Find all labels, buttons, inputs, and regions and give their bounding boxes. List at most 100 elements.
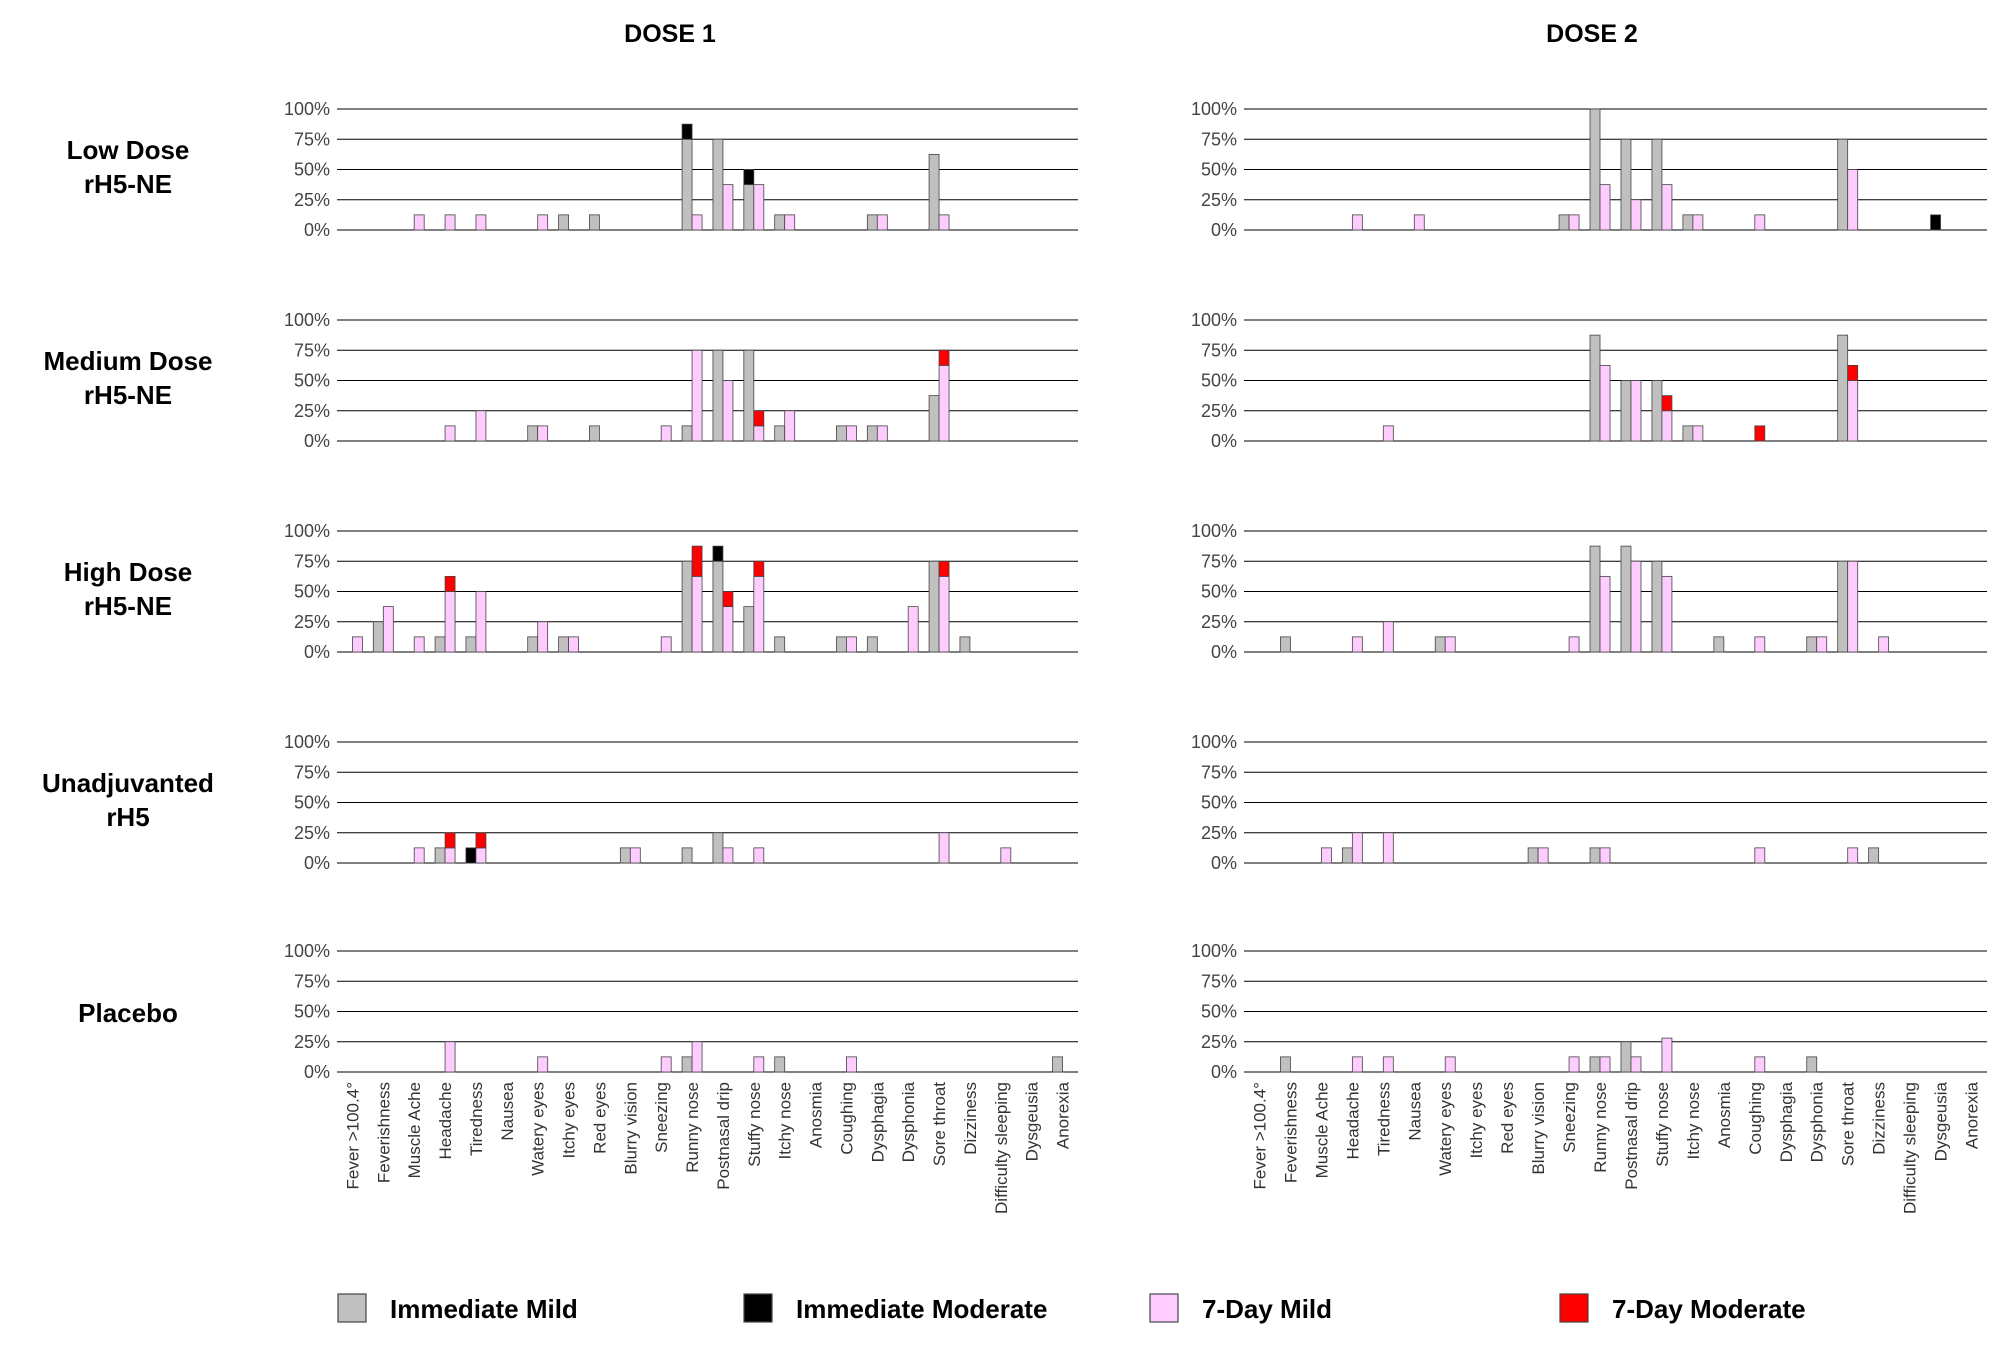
- y-tick-label: 0%: [1211, 220, 1237, 240]
- y-tick-label: 75%: [294, 129, 330, 149]
- x-category-label: Itchy eyes: [560, 1082, 579, 1159]
- bar-7-day-mild: [1382, 832, 1394, 864]
- bar-7-day-mild: [1816, 636, 1828, 653]
- x-category-label: Dizziness: [1870, 1082, 1889, 1155]
- y-tick-label: 100%: [284, 941, 330, 961]
- bar-7-day-mild: [1599, 184, 1611, 231]
- bar-7-day-mild: [1568, 636, 1580, 653]
- bar-7-day-mild: [1599, 364, 1611, 442]
- x-category-label: Tiredness: [1374, 1082, 1393, 1156]
- bar-7-day-mild: [753, 1056, 765, 1073]
- bar-immediate-mild: [1868, 847, 1880, 864]
- bar-immediate-mild: [712, 138, 724, 231]
- bar-immediate-moderate: [712, 545, 724, 562]
- bar-7-day-moderate: [753, 560, 765, 577]
- bar-immediate-mild: [681, 425, 693, 442]
- row-label-high-dose: High Dose rH5-NE: [64, 557, 193, 621]
- bar-7-day-mild: [413, 847, 425, 864]
- bar-immediate-mild: [527, 425, 539, 442]
- bar-immediate-mild: [743, 606, 755, 653]
- bar-7-day-mild: [1382, 425, 1394, 442]
- bar-7-day-mild: [1413, 214, 1425, 231]
- y-tick-label: 0%: [304, 431, 330, 451]
- x-category-label: Coughing: [837, 1082, 856, 1155]
- panel-dose-1-placebo: 100% 75% 50% 25% 0% Fever >100.4° Feverishness…: [284, 941, 1078, 1214]
- row-label-low-dose: Low Dose rH5-NE: [67, 135, 190, 199]
- bar-7-day-mild: [1692, 425, 1704, 442]
- row-label-placebo: Placebo: [78, 998, 178, 1028]
- bar-7-day-mild: [938, 832, 950, 864]
- bar-7-day-mild: [846, 1056, 857, 1073]
- bar-immediate-mild: [1713, 636, 1725, 653]
- panel-dose-2-medium-dose-rh5-ne: 100% 75% 50% 25% 0%: [1191, 310, 1987, 451]
- bar-7-day-moderate: [1847, 364, 1859, 381]
- y-tick-label: 50%: [294, 371, 330, 391]
- x-category-label: Sore throat: [1839, 1082, 1858, 1166]
- bar-7-day-mild: [444, 214, 456, 231]
- legend-swatch: [743, 1293, 773, 1323]
- y-tick-label: 50%: [1201, 371, 1237, 391]
- bar-immediate-mild: [743, 184, 755, 231]
- y-tick-label: 75%: [1201, 762, 1237, 782]
- bar-7-day-mild: [1847, 560, 1859, 653]
- y-tick-label: 75%: [1201, 971, 1237, 991]
- row-label-line: rH5-NE: [84, 591, 172, 621]
- bar-immediate-mild: [928, 153, 940, 231]
- bar-7-day-mild: [1537, 847, 1549, 864]
- bar-immediate-mild: [465, 636, 477, 653]
- bar-7-day-moderate: [444, 832, 456, 849]
- y-tick-label: 25%: [294, 190, 330, 210]
- bar-7-day-mild: [691, 349, 703, 442]
- bar-7-day-mild: [1351, 636, 1363, 653]
- legend-item-7-day-mild: 7-Day Mild: [1149, 1293, 1332, 1324]
- bar-7-day-mild: [1351, 832, 1363, 864]
- bar-immediate-mild: [1527, 847, 1539, 864]
- dose-1-title: DOSE 1: [624, 20, 716, 48]
- bar-7-day-mild: [1661, 184, 1673, 231]
- dose-2-title: DOSE 2: [1546, 20, 1638, 48]
- panel-dose-1-unadjuvanted-rh5: 100% 75% 50% 25% 0%: [284, 732, 1078, 873]
- x-category-label: Fever >100.4°: [343, 1082, 362, 1189]
- bar-7-day-moderate: [1661, 395, 1673, 412]
- bar-7-day-moderate: [938, 349, 950, 366]
- y-tick-label: 25%: [1201, 823, 1237, 843]
- bar-7-day-mild: [1754, 214, 1766, 231]
- panel-dose-2-unadjuvanted-rh5: 100% 75% 50% 25% 0%: [1191, 732, 1987, 873]
- bar-immediate-mild: [712, 560, 724, 653]
- bar-7-day-mild: [1382, 621, 1394, 653]
- x-category-label: Feverishness: [1281, 1082, 1300, 1183]
- x-category-label: Anorexia: [1963, 1081, 1982, 1149]
- bar-7-day-mild: [691, 575, 703, 653]
- bar-7-day-mild: [444, 425, 456, 442]
- x-category-label: Postnasal drip: [1622, 1082, 1641, 1190]
- row-label-line: High Dose: [64, 557, 193, 587]
- legend-item-immediate-moderate: Immediate Moderate: [743, 1293, 1047, 1324]
- y-tick-label: 75%: [294, 551, 330, 571]
- bar-immediate-mild: [1837, 560, 1849, 653]
- bar-immediate-mild: [434, 847, 446, 864]
- y-tick-label: 50%: [1201, 582, 1237, 602]
- bar-7-day-mild: [1630, 560, 1642, 653]
- legend-label: Immediate Moderate: [796, 1294, 1047, 1324]
- bar-immediate-mild: [558, 214, 569, 231]
- bar-immediate-moderate: [681, 123, 693, 140]
- bar-7-day-mild: [938, 575, 950, 653]
- y-tick-label: 50%: [1201, 793, 1237, 813]
- bar-immediate-mild: [1682, 214, 1694, 231]
- y-tick-label: 25%: [294, 401, 330, 421]
- bar-immediate-mild: [1620, 545, 1632, 653]
- bar-immediate-mild: [1837, 138, 1849, 231]
- bar-7-day-mild: [753, 184, 765, 231]
- bar-7-day-mild: [753, 847, 765, 864]
- x-category-label: Blurry vision: [1529, 1082, 1548, 1175]
- row-label-line: rH5-NE: [84, 380, 172, 410]
- y-tick-label: 100%: [284, 99, 330, 119]
- bar-7-day-mild: [475, 591, 487, 653]
- x-category-label: Watery eyes: [1436, 1082, 1455, 1176]
- bar-7-day-mild: [444, 847, 456, 864]
- bar-7-day-mild: [1568, 1056, 1580, 1073]
- legend-swatch: [1149, 1293, 1179, 1323]
- y-tick-label: 75%: [1201, 129, 1237, 149]
- bar-7-day-moderate: [444, 575, 456, 592]
- legend: Immediate Mild Immediate Moderate 7-Day Mi…: [337, 1293, 1806, 1324]
